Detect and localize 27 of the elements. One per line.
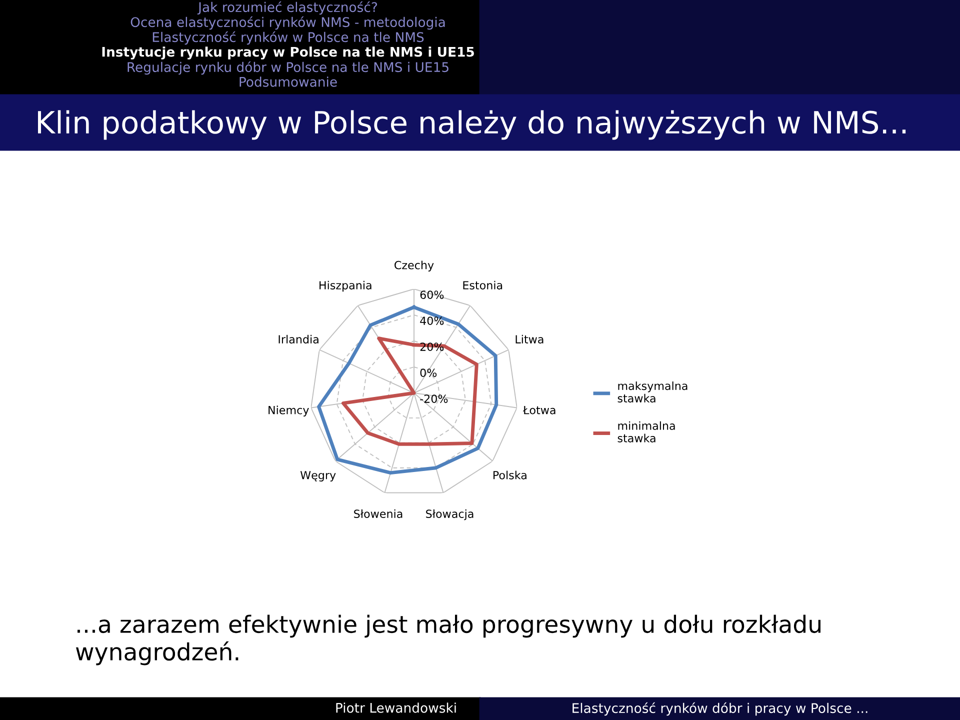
- spoke-label: Niemcy: [268, 406, 309, 416]
- spoke-label: Irlandia: [278, 334, 318, 344]
- text: Instytucje rynku pracy w Polsce na tle NMS i UE15: [102, 46, 474, 60]
- spoke-label: Estonia: [463, 280, 502, 290]
- legend-label: maksymalna stawka: [618, 381, 688, 403]
- spoke-label: Łotwa: [522, 406, 556, 414]
- y-tick-label: -20%: [420, 394, 448, 403]
- y-tick-label: 40%: [420, 316, 444, 325]
- text: Regulacje rynku dóbr w Polsce na tle NMS i UE15: [128, 61, 448, 75]
- spoke-label: Słowenia: [354, 509, 402, 518]
- spoke-label: Węgry: [300, 471, 336, 482]
- spoke-label: Słowacja: [426, 509, 474, 520]
- spoke-label: Litwa: [516, 334, 544, 344]
- text: Podsumowanie: [240, 76, 337, 87]
- legend-label: minimalna stawka: [618, 421, 675, 442]
- text: Piotr Lewandowski: [336, 702, 456, 713]
- spoke-label: Hiszpania: [320, 280, 372, 292]
- text: ...a zarazem efektywnie jest mało progresywny u dołu rozkładu wynagrodzeń.: [76, 614, 820, 666]
- text: Ocena elastyczności rynków NMS - metodologia: [130, 16, 445, 30]
- y-tick-label: 60%: [420, 290, 444, 299]
- text: Elastyczność rynków dóbr i pracy w Polsce ...: [572, 702, 868, 716]
- y-tick-label: 0%: [420, 368, 437, 377]
- spoke-label: Polska: [494, 470, 526, 480]
- text: Jak rozumieć elastyczność?: [197, 1, 378, 15]
- text: Elastyczność rynków w Polsce na tle NMS: [152, 31, 424, 45]
- spoke-label: Czechy: [394, 260, 434, 272]
- chart-title: Klin podatkowy w Polsce należy do najwyższych w NMS...: [38, 110, 906, 140]
